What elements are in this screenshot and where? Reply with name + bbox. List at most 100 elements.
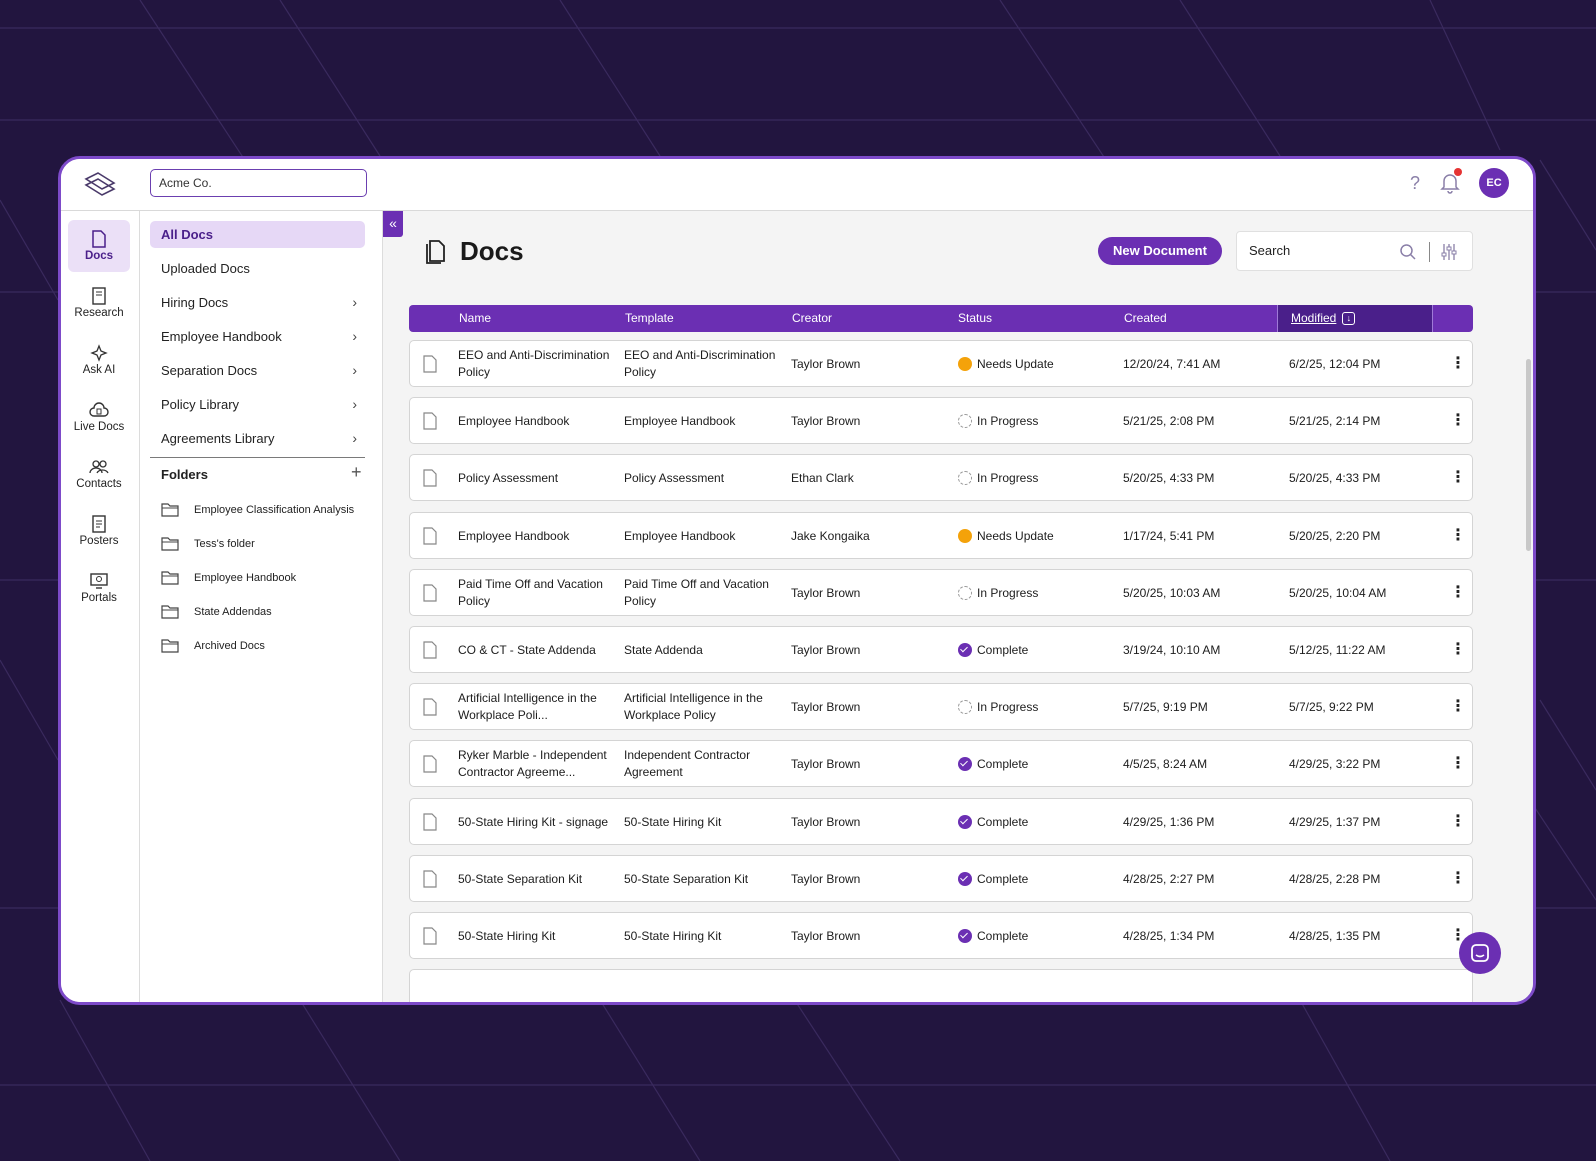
cell-name[interactable]: Artificial Intelligence in the Workplace… [458, 691, 597, 723]
nav-item-agreements-library[interactable]: Agreements Library › [150, 425, 365, 452]
cell-status: In Progress [977, 471, 1039, 486]
more-options-icon[interactable]: ⋮ [1450, 355, 1466, 372]
document-icon [423, 355, 437, 373]
cell-modified: 4/29/25, 3:22 PM [1289, 757, 1381, 772]
table-row[interactable]: EEO and Anti-Discrimination Policy EEO an… [409, 340, 1473, 387]
table-row[interactable]: Paid Time Off and Vacation Policy Paid Ti… [409, 568, 1473, 616]
book-icon [92, 287, 106, 305]
cell-name[interactable]: Ryker Marble - Independent Contractor Ag… [458, 748, 607, 780]
column-header-modified[interactable]: Modified ↓ [1291, 305, 1356, 332]
table-row-partial[interactable] [409, 969, 1473, 1002]
rail-item-posters[interactable]: Posters [68, 505, 130, 557]
rail-item-ask-ai[interactable]: Ask AI [68, 334, 130, 386]
portal-icon [90, 573, 108, 589]
table-row[interactable]: 50-State Separation Kit 50-State Separati… [409, 854, 1473, 902]
check-circle-icon [958, 643, 972, 657]
table-row[interactable]: 50-State Hiring Kit 50-State Hiring Kit Ta… [409, 912, 1473, 959]
scrollbar[interactable] [1526, 359, 1531, 551]
check-circle-icon [958, 871, 972, 886]
filter-icon[interactable] [1441, 243, 1457, 261]
more-options-icon[interactable]: ⋮ [1450, 927, 1466, 944]
table-row[interactable]: Employee Handbook Employee Handbook Taylor… [409, 397, 1473, 445]
table-row[interactable]: 50-State Hiring Kit - signage 50-State Hi… [409, 797, 1473, 845]
folder-label: Tess's folder [194, 538, 255, 550]
logo-icon[interactable] [83, 169, 117, 199]
cell-name[interactable]: CO & CT - State Addenda [458, 643, 596, 657]
cell-name[interactable]: Paid Time Off and Vacation Policy [458, 576, 603, 608]
table-row[interactable]: Employee Handbook Employee Handbook Jake K… [409, 511, 1473, 559]
table-row[interactable]: Ryker Marble - Independent Contractor Ag… [409, 740, 1473, 788]
search-input[interactable]: Search [1236, 231, 1473, 271]
more-options-icon[interactable]: ⋮ [1450, 583, 1466, 601]
cell-template: Paid Time Off and Vacation Policy [624, 576, 769, 608]
nav-item-hiring-docs[interactable]: Hiring Docs › [150, 289, 365, 316]
rail-item-research[interactable]: Research [68, 277, 130, 329]
cell-name[interactable]: Policy Assessment [458, 471, 559, 486]
cell-modified: 6/2/25, 12:04 PM [1289, 357, 1381, 371]
rail-item-portals[interactable]: Portals [68, 562, 130, 614]
cell-name[interactable]: 50-State Hiring Kit - signage [458, 814, 609, 829]
column-header-creator[interactable]: Creator [792, 311, 833, 325]
poster-icon [92, 515, 106, 533]
contacts-icon [89, 460, 109, 474]
table-row[interactable]: Policy Assessment Policy Assessment Ethan … [409, 454, 1473, 502]
nav-item-uploaded-docs[interactable]: Uploaded Docs [150, 255, 365, 282]
more-options-icon[interactable]: ⋮ [1450, 641, 1466, 658]
nav-item-policy-library[interactable]: Policy Library › [150, 391, 365, 418]
nav-label: Policy Library [161, 397, 240, 412]
cell-template: 50-State Hiring Kit [624, 814, 722, 829]
more-options-icon[interactable]: ⋮ [1450, 812, 1466, 830]
organization-input[interactable] [150, 169, 367, 197]
chat-button[interactable] [1459, 932, 1501, 974]
column-header-created[interactable]: Created [1124, 311, 1167, 325]
rail-label: Docs [84, 250, 114, 262]
more-options-icon[interactable]: ⋮ [1450, 869, 1466, 887]
document-icon [423, 469, 437, 487]
avatar[interactable]: EC [1479, 168, 1509, 198]
main-content: « Docs New Document Search Name Template… [383, 211, 1533, 1002]
collapse-sidebar-button[interactable]: « [383, 211, 403, 237]
cell-created: 12/20/24, 7:41 AM [1123, 357, 1221, 371]
more-options-icon[interactable]: ⋮ [1450, 698, 1466, 716]
cell-template: Independent Contractor Agreement [624, 748, 751, 780]
in-progress-icon [958, 700, 972, 715]
column-header-status[interactable]: Status [958, 311, 993, 325]
cell-name[interactable]: 50-State Separation Kit [458, 871, 583, 886]
cell-name[interactable]: Employee Handbook [458, 414, 570, 429]
rail-item-live-docs[interactable]: Live Docs [68, 391, 130, 443]
table-row[interactable]: Artificial Intelligence in the Workplace… [409, 683, 1473, 731]
sort-descending-icon[interactable]: ↓ [1342, 312, 1356, 326]
nav-item-employee-handbook[interactable]: Employee Handbook › [150, 323, 365, 350]
cell-modified: 5/12/25, 11:22 AM [1289, 643, 1386, 657]
nav-item-separation-docs[interactable]: Separation Docs › [150, 357, 365, 384]
chevron-right-icon: › [352, 430, 357, 446]
bell-icon[interactable] [1439, 171, 1461, 195]
more-options-icon[interactable]: ⋮ [1450, 755, 1466, 773]
cell-name[interactable]: 50-State Hiring Kit [458, 929, 556, 943]
cell-created: 4/5/25, 8:24 AM [1123, 757, 1208, 772]
search-divider [1429, 242, 1430, 262]
cell-template: State Addenda [624, 643, 703, 657]
column-header-template[interactable]: Template [625, 311, 674, 325]
cell-creator: Taylor Brown [791, 814, 861, 829]
cell-name[interactable]: Employee Handbook [458, 528, 570, 543]
more-options-icon[interactable]: ⋮ [1450, 412, 1466, 430]
cell-modified: 5/7/25, 9:22 PM [1289, 700, 1374, 715]
column-header-name[interactable]: Name [459, 311, 492, 325]
chevron-right-icon: › [352, 396, 357, 412]
more-options-icon[interactable]: ⋮ [1450, 526, 1466, 544]
folder-icon [161, 537, 179, 551]
cell-created: 5/20/25, 10:03 AM [1123, 585, 1221, 600]
rail-item-contacts[interactable]: Contacts [68, 448, 130, 500]
cell-modified: 4/29/25, 1:37 PM [1289, 814, 1381, 829]
add-folder-icon[interactable]: + [351, 462, 362, 482]
new-document-button[interactable]: New Document [1098, 237, 1222, 265]
rail-item-docs[interactable]: Docs [68, 220, 130, 272]
question-mark-icon[interactable]: ? [1409, 173, 1420, 193]
nav-item-all-docs[interactable]: All Docs [150, 221, 365, 248]
cell-name[interactable]: EEO and Anti-Discrimination Policy [458, 348, 610, 379]
more-options-icon[interactable]: ⋮ [1450, 469, 1466, 487]
rail-label: Live Docs [73, 421, 125, 433]
search-icon[interactable] [1399, 243, 1417, 261]
table-row[interactable]: CO & CT - State Addenda State Addenda Tayl… [409, 626, 1473, 673]
